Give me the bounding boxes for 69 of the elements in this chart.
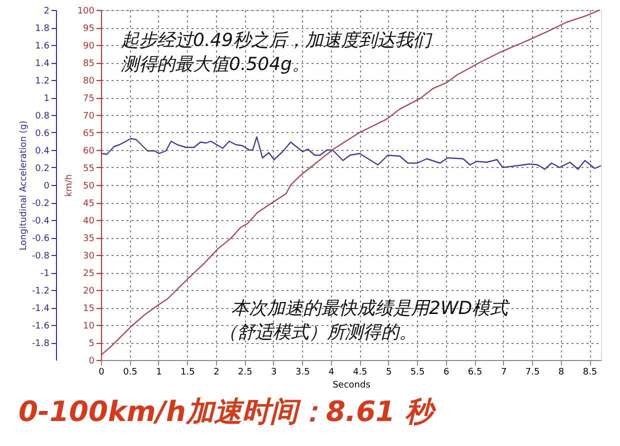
y-tick-label: -1.8 [32,339,50,349]
y-tick-label: -1.2 [32,286,50,296]
y2-tick-label: 35 [83,234,94,244]
y-tick-label: 0.4 [35,146,50,156]
y2-tick-label: 5 [88,339,94,349]
line-series [102,136,602,170]
y-tick-label: 1.4 [35,59,50,69]
y2-tick-label: 55 [83,164,94,174]
y-tick-label: -1 [40,269,50,279]
x-tick-label: 2 [214,368,220,378]
annotation: 起步经过0.49秒之后，加速度到达我们 [121,30,434,51]
x-tick-label: 6.5 [468,368,482,378]
y2-tick-label: 40 [83,216,95,226]
x-tick-label: 3.5 [295,368,310,378]
y-tick-label: 0.2 [35,164,50,174]
y-tick-label: 0.8 [35,112,50,122]
y2-tick-label: 30 [83,252,95,262]
y2-tick-label: 90 [83,42,95,52]
y2-tick-label: 85 [83,59,94,69]
y2-tick-label: 60 [83,146,95,156]
y-tick-label: 1.6 [35,42,50,52]
y-tick-label: 1 [44,94,50,104]
y-tick-label: 0 [44,182,50,192]
x-tick-label: 6 [443,368,450,378]
x-tick-label: 5.5 [410,368,425,378]
y-tick-label: -1.6 [32,322,50,332]
y2-tick-label: 70 [83,112,95,122]
y2-axis-title: km/h [64,174,74,197]
y2-tick-label: 0 [88,356,95,366]
y2-tick-label: 45 [83,199,94,209]
annotation: 本次加速的最快成绩是用2WD模式 [231,298,512,319]
line-series [100,9,600,356]
x-axis-title: Seconds [332,380,371,390]
x-tick-label: 1.5 [180,368,195,378]
y-tick-label: -0.8 [32,252,50,262]
y2-tick-label: 80 [83,76,95,86]
y-tick-label: 1.2 [35,76,50,86]
y2-tick-label: 50 [83,182,95,192]
y-axis-title: Longitudinal Acceleration (g) [18,120,29,250]
annotation: （舒适模式）所测得的。 [219,322,417,343]
y2-tick-label: 65 [83,129,94,139]
y2-tick-label: 15 [83,304,94,314]
y-tick-label: 0.6 [35,129,50,139]
x-tick-label: 1 [156,368,162,378]
y2-tick-label: 25 [83,269,94,279]
annotation: 测得的最大值0.504g。 [121,54,310,75]
x-tick-label: 0.5 [123,368,138,378]
y-tick-label: -0.4 [32,216,50,226]
y2-tick-label: 75 [83,94,94,104]
x-tick-label: 8.5 [582,368,598,378]
x-tick-label: 8 [558,368,564,378]
x-tick-label: 7.5 [525,368,540,378]
x-tick-label: 3 [271,368,277,378]
y-tick-label: -0.6 [32,234,50,244]
y-tick-label: 2 [44,6,50,16]
y2-tick-label: 20 [83,286,95,296]
x-tick-label: 2.5 [238,368,252,378]
y-tick-label: -1.4 [32,304,50,314]
x-tick-label: 4.5 [352,368,368,378]
y-tick-label: -0.2 [32,199,50,209]
x-tick-label: 4 [328,368,335,378]
y2-tick-label: 95 [83,24,94,34]
x-tick-label: 0 [98,368,105,378]
y2-tick-label: 10 [83,322,95,332]
x-tick-label: 5 [386,368,392,378]
y2-tick-label: 100 [77,6,95,16]
y-tick-label: 1.8 [35,24,50,34]
x-tick-label: 7 [500,368,507,378]
text: 0-100km/h加速时间：8.61 秒 [18,395,437,428]
